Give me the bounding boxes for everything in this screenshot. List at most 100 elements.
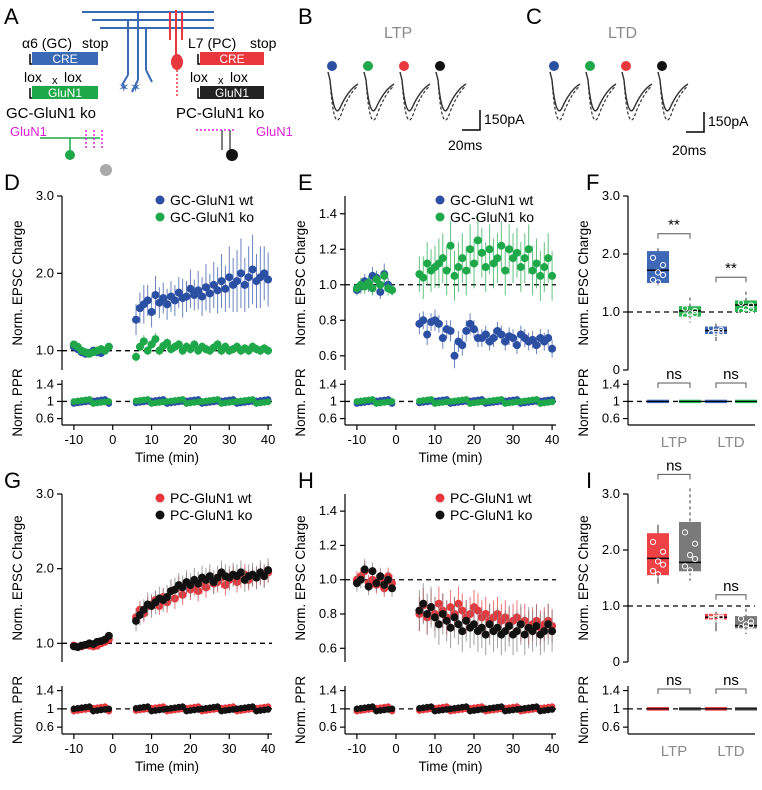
data-point	[427, 603, 436, 612]
y-tick-label: 2.0	[602, 542, 620, 557]
ppr-point	[249, 396, 256, 403]
sig-label: ns	[723, 578, 739, 595]
panel-a-schematic: ✶✶ α6 (GC) stop CRE lox x lox GluN1 GC-G…	[6, 10, 293, 176]
data-point	[170, 296, 179, 305]
ppr-sig-label: ns	[723, 672, 739, 689]
data-point	[151, 335, 160, 344]
gc-glun1-box	[32, 86, 98, 99]
ppr-point	[533, 396, 540, 403]
y-tick-label: 1.0	[319, 572, 337, 587]
ppr-point	[264, 706, 272, 713]
data-point	[264, 275, 273, 284]
sig-bracket	[657, 233, 691, 239]
data-point	[423, 330, 432, 339]
x-tick-label: 10	[144, 432, 158, 447]
ppr-point	[369, 703, 376, 710]
data-point	[462, 266, 471, 275]
data-point	[442, 616, 451, 625]
box-sample-point	[691, 555, 699, 563]
trace-marker	[399, 61, 409, 71]
box-sample-point	[747, 306, 755, 313]
y-tick-label: 0.8	[319, 312, 337, 327]
box-sample-point	[737, 615, 745, 622]
y-tick-label: 0.6	[319, 411, 337, 426]
pc-cre-box	[200, 52, 264, 65]
data-point	[423, 610, 432, 618]
data-point	[470, 259, 479, 268]
ppr-point	[427, 396, 435, 403]
data-point	[509, 334, 518, 343]
data-point	[104, 631, 113, 640]
data-point	[213, 286, 222, 295]
legend-marker	[435, 212, 445, 222]
ppr-point	[144, 396, 151, 403]
data-point	[548, 271, 557, 280]
data-point	[205, 289, 214, 298]
pc-stop-label: stop	[250, 35, 277, 51]
y-tick-label: 0	[613, 654, 620, 669]
panel-label-g: G	[4, 468, 21, 493]
data-point	[485, 620, 494, 629]
ppr-sig-label: ns	[723, 366, 739, 383]
data-point	[473, 236, 482, 245]
box-sample-point	[649, 567, 657, 575]
panel-label-h: H	[298, 468, 314, 493]
y-tick-label: 0.6	[602, 719, 620, 734]
data-point	[466, 245, 475, 254]
data-point	[356, 575, 365, 584]
data-point	[384, 575, 393, 584]
ppr-point	[533, 703, 540, 710]
data-point	[477, 623, 486, 632]
box-sample-point	[747, 618, 755, 625]
data-point	[419, 273, 428, 282]
box-sample-point	[659, 271, 667, 279]
y-axis-label: Norm. EPSC Charge	[293, 220, 308, 345]
y-tick-label: 1.0	[602, 304, 620, 319]
data-point	[493, 254, 502, 263]
panel-label-e: E	[298, 170, 313, 195]
data-point	[415, 606, 424, 615]
box-sample-point	[747, 622, 755, 629]
trace-marker	[585, 61, 595, 71]
data-point	[104, 342, 113, 351]
gc-glun1-magenta: GluN1	[10, 124, 47, 139]
trace-post	[435, 71, 467, 121]
data-point	[132, 315, 141, 324]
gc-glun1-label: GluN1	[48, 86, 82, 100]
x-tick-label: -10	[348, 741, 367, 756]
box-sample-point	[686, 551, 694, 559]
data-point	[372, 579, 381, 588]
box-sample-point	[691, 540, 699, 547]
box-sample-point	[659, 561, 667, 568]
gc-stop-label: stop	[82, 35, 109, 51]
box-sample-point	[686, 313, 694, 320]
data-point	[201, 283, 210, 292]
x-tick-label: 30	[506, 432, 520, 447]
trace-marker	[549, 61, 559, 71]
data-point	[540, 263, 549, 272]
y-tick-label: 1	[330, 393, 337, 408]
sig-bracket	[715, 594, 747, 600]
y-tick-label: 0	[613, 362, 620, 377]
data-point	[458, 254, 467, 263]
data-point	[450, 271, 459, 280]
x-tick-label: 40	[545, 432, 559, 447]
ppr-point	[498, 396, 505, 403]
data-point	[516, 263, 525, 272]
gc-gray-cell-icon	[100, 164, 112, 176]
pc-glun1-label: GluN1	[215, 86, 249, 100]
box-sample-point	[707, 324, 715, 332]
data-point	[497, 330, 506, 339]
y-tick-label: 1	[330, 701, 337, 716]
data-point	[501, 266, 510, 275]
ppr-sig-bracket	[715, 688, 747, 694]
data-point	[454, 263, 463, 272]
box-sample-point	[681, 305, 689, 312]
data-point	[438, 334, 447, 343]
x-tick-label: 10	[428, 432, 442, 447]
panel-b-scale-x: 20ms	[448, 137, 482, 153]
pc-ko-label: PC-GluN1 ko	[176, 105, 264, 122]
data-point	[516, 620, 525, 629]
y-tick-label: 0.6	[36, 719, 54, 734]
